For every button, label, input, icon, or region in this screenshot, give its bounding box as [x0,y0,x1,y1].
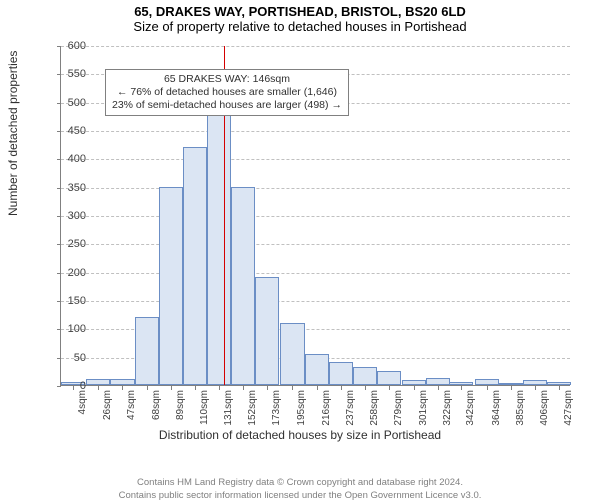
xtick-label: 427sqm [563,390,574,426]
gridline [61,301,570,302]
xtick-label: 89sqm [175,390,186,420]
xtick-mark [535,386,536,390]
gridline [61,216,570,217]
chart-container: Number of detached properties 4sqm26sqm4… [0,36,600,446]
ytick-label: 100 [56,323,86,335]
xtick-mark [292,386,293,390]
histogram-bar [183,147,207,385]
xtick-label: 364sqm [491,390,502,426]
histogram-bar [547,382,571,385]
xtick-mark [341,386,342,390]
gridline [61,188,570,189]
xtick-mark [389,386,390,390]
gridline [61,46,570,47]
xtick-label: 279sqm [393,390,404,426]
xtick-mark [195,386,196,390]
xtick-mark [511,386,512,390]
histogram-bar [475,379,499,385]
ytick-label: 200 [56,267,86,279]
annotation-line: ← 76% of detached houses are smaller (1,… [112,86,342,99]
histogram-bar [523,380,547,385]
page-title: 65, DRAKES WAY, PORTISHEAD, BRISTOL, BS2… [0,4,600,19]
histogram-bar [402,380,426,385]
gridline [61,159,570,160]
xtick-label: 237sqm [345,390,356,426]
plot-area: 4sqm26sqm47sqm68sqm89sqm110sqm131sqm152s… [60,46,570,386]
ytick-label: 550 [56,68,86,80]
xtick-label: 4sqm [77,390,88,414]
xtick-label: 258sqm [369,390,380,426]
histogram-bar [499,383,523,385]
histogram-bar [86,379,110,385]
ytick-label: 600 [56,40,86,52]
gridline [61,131,570,132]
histogram-bar [159,187,183,385]
xtick-label: 195sqm [296,390,307,426]
xtick-mark [414,386,415,390]
histogram-bar [329,362,353,385]
ytick-label: 500 [56,97,86,109]
xtick-mark [317,386,318,390]
footer-line2: Contains public sector information licen… [0,490,600,502]
annotation-line: 23% of semi-detached houses are larger (… [112,99,342,112]
xtick-label: 406sqm [539,390,550,426]
ytick-label: 50 [56,352,86,364]
ytick-label: 350 [56,182,86,194]
xtick-mark [243,386,244,390]
xtick-label: 47sqm [126,390,137,420]
histogram-bar [353,367,377,385]
histogram-bar [280,323,304,385]
xtick-mark [171,386,172,390]
xtick-mark [122,386,123,390]
xtick-mark [461,386,462,390]
xtick-mark [559,386,560,390]
xtick-label: 342sqm [465,390,476,426]
histogram-bar [305,354,329,385]
annotation-box: 65 DRAKES WAY: 146sqm← 76% of detached h… [105,69,349,116]
xtick-mark [98,386,99,390]
gridline [61,244,570,245]
xtick-label: 385sqm [515,390,526,426]
xtick-label: 68sqm [151,390,162,420]
xtick-mark [438,386,439,390]
ytick-label: 250 [56,238,86,250]
x-axis-label: Distribution of detached houses by size … [0,428,600,442]
histogram-bar [377,371,401,385]
histogram-bar [207,107,231,385]
xtick-mark [365,386,366,390]
page-subtitle: Size of property relative to detached ho… [0,19,600,34]
xtick-label: 173sqm [271,390,282,426]
xtick-label: 152sqm [247,390,258,426]
histogram-bar [426,378,450,385]
footer-line1: Contains HM Land Registry data © Crown c… [0,477,600,489]
gridline [61,273,570,274]
y-axis-label: Number of detached properties [6,51,20,216]
xtick-label: 110sqm [199,390,210,425]
histogram-bar [110,379,134,385]
xtick-label: 301sqm [418,390,429,426]
footer: Contains HM Land Registry data © Crown c… [0,477,600,502]
xtick-label: 216sqm [321,390,332,426]
xtick-mark [267,386,268,390]
histogram-bar [255,277,279,385]
xtick-label: 131sqm [223,390,234,426]
histogram-bar [231,187,255,385]
xtick-mark [147,386,148,390]
xtick-mark [219,386,220,390]
histogram-bar [449,382,473,385]
histogram-bar [135,317,159,385]
ytick-label: 450 [56,125,86,137]
ytick-label: 400 [56,153,86,165]
annotation-line: 65 DRAKES WAY: 146sqm [112,73,342,86]
xtick-label: 322sqm [442,390,453,426]
ytick-label: 300 [56,210,86,222]
xtick-mark [487,386,488,390]
xtick-label: 26sqm [102,390,113,420]
ytick-label: 0 [56,380,86,392]
ytick-label: 150 [56,295,86,307]
